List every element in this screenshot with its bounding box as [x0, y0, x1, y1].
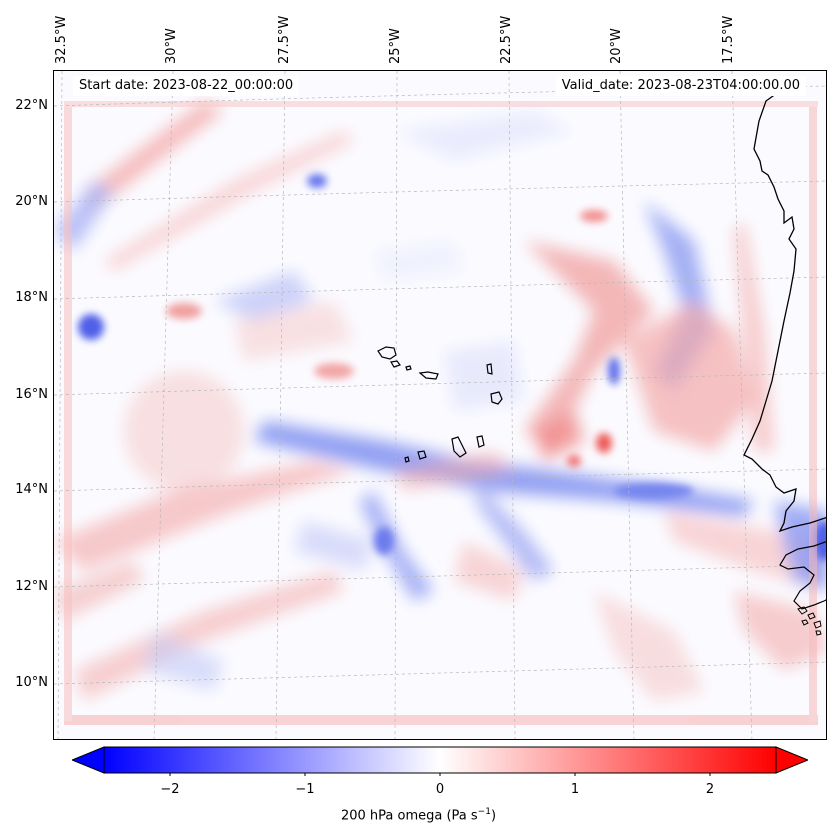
map-panel	[53, 70, 827, 740]
colorbar-tick-neg1: −1	[295, 782, 315, 797]
colorbar-label-suffix: )	[490, 808, 497, 824]
island-santiago	[451, 436, 467, 458]
island-sao-nicolau	[418, 371, 439, 380]
island-santa-luzia	[405, 365, 412, 371]
lat-label-12n: 12°N	[15, 579, 48, 594]
cape-verde-islands	[377, 346, 503, 463]
valid-date-text: Valid_date: 2023-08-23T04:00:00.00	[555, 76, 806, 96]
omega-field-detail	[78, 174, 826, 561]
colorbar-tick-2: 2	[705, 782, 715, 797]
colorbar-tick-0: 0	[435, 782, 445, 797]
lon-label-25w: 25°W	[388, 28, 403, 64]
colorbar-label-prefix: 200 hPa omega (Pa s	[340, 808, 478, 824]
colorbar-tick-marks	[169, 773, 711, 776]
colorbar-label: 200 hPa omega (Pa s−1)	[0, 807, 837, 823]
lat-label-18n: 18°N	[15, 290, 48, 305]
island-fogo	[417, 450, 427, 460]
colorbar-gradient	[103, 746, 777, 774]
island-santo-antao	[377, 346, 397, 360]
colorbar-min-extend	[72, 746, 105, 774]
bijagos-islands	[797, 606, 822, 636]
lon-label-30w: 30°W	[164, 28, 179, 64]
colorbar	[72, 746, 808, 776]
island-brava	[404, 456, 410, 463]
lat-label-16n: 16°N	[15, 387, 48, 402]
boundary-zone	[64, 101, 818, 725]
lon-label-17-5w: 17.5°W	[721, 15, 736, 64]
lon-label-32-5w: 32.5°W	[54, 15, 69, 64]
omega-field-map	[54, 71, 826, 739]
lon-label-27-5w: 27.5°W	[277, 15, 292, 64]
lat-label-22n: 22°N	[15, 98, 48, 113]
colorbar-tick-1: 1	[570, 782, 580, 797]
lat-label-10n: 10°N	[15, 675, 48, 690]
coastline-west-africa	[743, 90, 826, 533]
start-date-text: Start date: 2023-08-22_00:00:00	[73, 76, 300, 96]
island-maio	[476, 435, 485, 448]
lon-label-20w: 20°W	[609, 28, 624, 64]
graticule	[54, 71, 826, 739]
colorbar-tick-neg2: −2	[160, 782, 180, 797]
island-sal	[486, 363, 493, 375]
colorbar-max-extend	[775, 746, 808, 774]
lon-label-22-5w: 22.5°W	[499, 15, 514, 64]
island-sao-vicente	[390, 360, 401, 368]
lat-label-14n: 14°N	[15, 482, 48, 497]
strong-ascent-cell	[78, 314, 104, 340]
coastline-guinea-bissau	[779, 541, 826, 610]
island-boa-vista	[490, 391, 503, 405]
lat-label-20n: 20°N	[15, 194, 48, 209]
colorbar-label-exponent: −1	[477, 807, 491, 817]
